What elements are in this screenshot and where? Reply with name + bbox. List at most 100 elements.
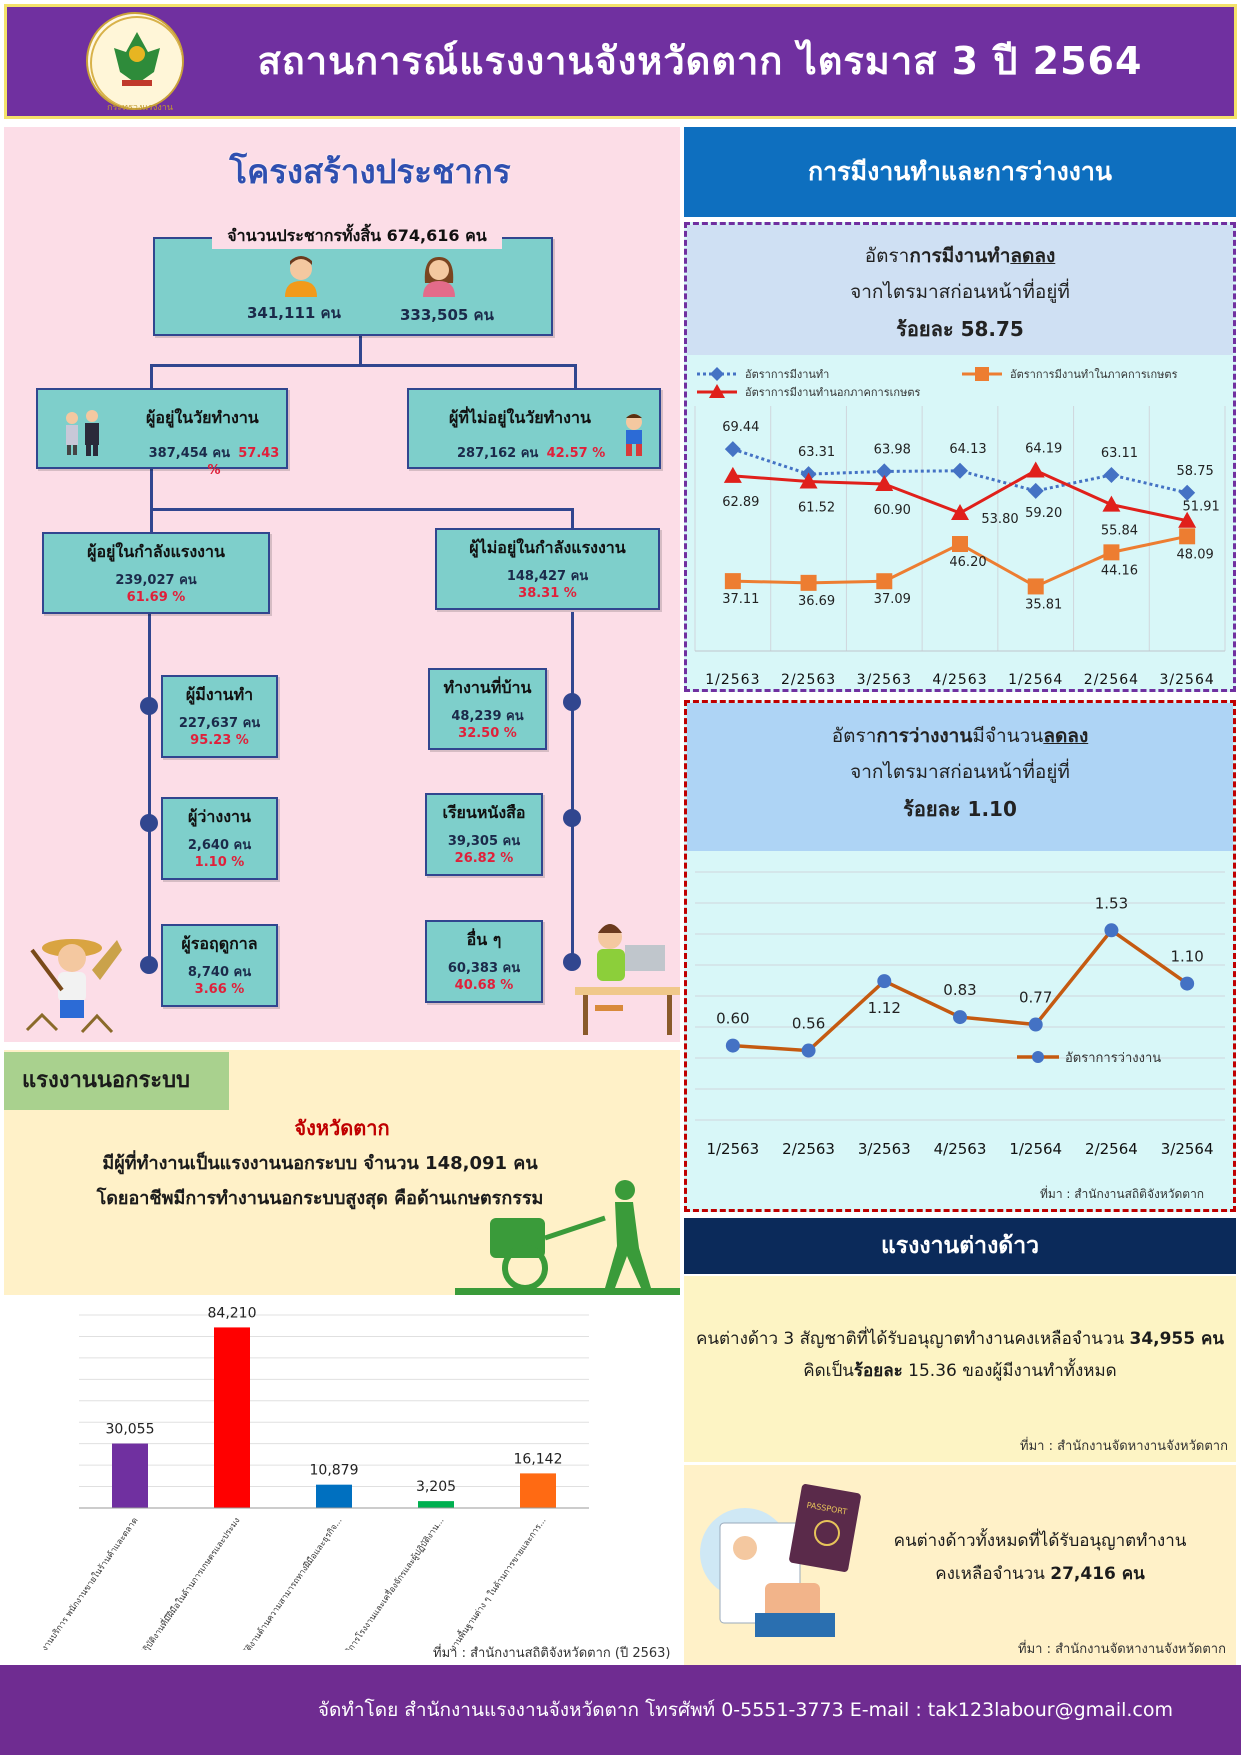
foreign-line4-pre: คงเหลือจำนวน bbox=[935, 1564, 1051, 1584]
data-label: 69.44 bbox=[722, 420, 759, 435]
informal-province: จังหวัดตาก bbox=[294, 1116, 390, 1140]
node-dot bbox=[140, 814, 158, 832]
legend-marker bbox=[1032, 1051, 1044, 1063]
page-title: สถานการณ์แรงงานจังหวัดตาก ไตรมาส 3 ปี 25… bbox=[257, 39, 1143, 83]
data-point bbox=[876, 573, 893, 590]
footer-bar: จัดทำโดย สำนักงานแรงงานจังหวัดตาก โทรศัพ… bbox=[0, 1665, 1241, 1755]
unemployment-rate-summary: อัตราการว่างงานมีจำนวนลดลง จากไตรมาสก่อน… bbox=[687, 703, 1233, 851]
data-label: 0.83 bbox=[943, 981, 976, 999]
data-point bbox=[953, 1010, 967, 1025]
data-point bbox=[724, 573, 741, 590]
x-tick-label: 3/2563 bbox=[858, 1140, 911, 1158]
data-label: 1.10 bbox=[1170, 948, 1203, 966]
x-tick-label: 2/2563 bbox=[781, 672, 836, 688]
working-age-pct: 57.43 % bbox=[207, 446, 280, 478]
category-label: อาชีพงานพื้นฐานต่าง ๆ ในด้านการขายและการ… bbox=[435, 1515, 549, 1650]
node-dot bbox=[563, 693, 581, 711]
non-working-age-box: ผู้ที่ไม่อยู่ในวัยทำงาน 287,162 คน 42.57… bbox=[407, 388, 661, 469]
connector bbox=[150, 468, 153, 510]
data-label: 1.53 bbox=[1095, 894, 1128, 912]
studying-label: เรียนหนังสือ bbox=[442, 803, 526, 822]
farmer-illustration bbox=[25, 939, 122, 1034]
data-point bbox=[723, 466, 742, 483]
housework-pct: 32.50 % bbox=[458, 726, 517, 741]
employed-value: 227,637 คน bbox=[178, 716, 261, 731]
informal-line2: โดยอาชีพมีการทำงานนอกระบบสูงสุด คือด้านเ… bbox=[96, 1188, 544, 1209]
emp-line2: จากไตรมาสก่อนหน้าที่อยู่ที่ bbox=[850, 281, 1070, 303]
others-label: อื่น ๆ bbox=[466, 930, 502, 949]
informal-bar-chart: 30,055 พนักงานบริการ พนักงานขายในร้านค้าแ… bbox=[30, 1305, 589, 1650]
non-working-age-label: ผู้ที่ไม่อยู่ในวัยทำงาน bbox=[449, 408, 591, 427]
x-tick-label: 2/2563 bbox=[782, 1140, 835, 1158]
child-icon bbox=[626, 414, 642, 456]
foreign-source-2: ที่มา : สำนักงานจัดหางานจังหวัดตาก bbox=[1018, 1642, 1226, 1657]
node-dot bbox=[140, 956, 158, 974]
emp-line1-pre: อัตรา bbox=[864, 245, 910, 267]
data-label: 51.91 bbox=[1183, 500, 1220, 515]
data-point bbox=[1027, 578, 1044, 595]
x-tick-label: 3/2563 bbox=[857, 672, 912, 688]
data-point bbox=[724, 441, 741, 458]
foreign-line3: คนต่างด้าวทั้งหมดที่ได้รับอนุญาตทำงาน bbox=[893, 1531, 1187, 1551]
employment-rate-summary: อัตราการมีงานทำลดลง จากไตรมาสก่อนหน้าที่… bbox=[687, 225, 1233, 355]
data-label: 48.09 bbox=[1177, 547, 1214, 562]
connector bbox=[150, 364, 153, 388]
connector bbox=[359, 335, 362, 365]
non-working-age-pct: 42.57 % bbox=[546, 446, 606, 461]
bar-value-label: 84,210 bbox=[208, 1305, 257, 1321]
x-tick-label: 1/2564 bbox=[1009, 1140, 1062, 1158]
data-point bbox=[799, 472, 818, 489]
unemployed-label: ผู้ว่างงาน bbox=[188, 807, 251, 826]
tractor-illustration bbox=[455, 1180, 680, 1302]
employment-section-header: การมีงานทำและการว่างงาน bbox=[684, 127, 1236, 217]
emp-line1-u: ลดลง bbox=[1010, 245, 1056, 267]
seasonal-value: 8,740 คน bbox=[187, 965, 252, 980]
category-label: พนักงานบริการ พนักงานขายในร้านค้าและตลาด bbox=[30, 1515, 141, 1650]
data-point bbox=[1104, 923, 1119, 938]
data-point bbox=[952, 462, 968, 479]
node-dot bbox=[563, 809, 581, 827]
unemp-line3: ร้อยละ 1.10 bbox=[903, 797, 1017, 821]
bar bbox=[520, 1473, 556, 1508]
category-label: ผู้ปฏิบัติงานที่มีฝีมือในด้านการเกษตรและ… bbox=[134, 1515, 243, 1650]
bar-value-label: 3,205 bbox=[416, 1479, 456, 1495]
data-label: 59.20 bbox=[1025, 506, 1062, 521]
data-point bbox=[1179, 484, 1196, 501]
data-label: 0.60 bbox=[716, 1010, 749, 1028]
data-point bbox=[710, 367, 724, 381]
others-pct: 40.68 % bbox=[454, 978, 514, 993]
data-label: 63.98 bbox=[874, 442, 911, 457]
bar bbox=[316, 1484, 352, 1508]
legend-label: อัตราการมีงานทำ bbox=[745, 368, 829, 381]
bar bbox=[214, 1327, 250, 1508]
total-population-box: 341,111 คน 333,505 คน bbox=[153, 237, 553, 336]
foreign-source-1: ที่มา : สำนักงานจัดหางานจังหวัดตาก bbox=[1020, 1439, 1228, 1454]
working-age-box: ผู้อยู่ในวัยทำงาน 387,454 คน 57.43 % bbox=[36, 388, 288, 478]
x-tick-label: 1/2564 bbox=[1008, 672, 1063, 688]
emp-line3: ร้อยละ 58.75 bbox=[896, 317, 1024, 341]
emp-line1-bold: การมีงานทำ bbox=[909, 245, 1011, 267]
data-point bbox=[800, 574, 817, 591]
studying-value: 39,305 คน bbox=[447, 834, 521, 849]
connector bbox=[150, 508, 573, 511]
category-label: ผู้ปฏิบัติการโรงงานและเครื่องจักรและผู้ป… bbox=[329, 1515, 446, 1650]
ministry-logo bbox=[86, 12, 184, 110]
data-label: 37.09 bbox=[874, 592, 911, 607]
unemp-line1-mid: มีจำนวน bbox=[972, 725, 1044, 747]
data-point bbox=[709, 384, 725, 398]
unemployed-box: ผู้ว่างงาน 2,640 คน 1.10 % bbox=[161, 797, 278, 880]
data-point bbox=[1180, 976, 1195, 991]
legend-label: อัตราการว่างงาน bbox=[1065, 1051, 1161, 1066]
bar-value-label: 10,879 bbox=[310, 1463, 359, 1479]
data-label: 60.90 bbox=[874, 503, 911, 518]
housework-value: 48,239 คน bbox=[451, 709, 524, 724]
data-point bbox=[1027, 482, 1044, 499]
data-label: 61.52 bbox=[798, 500, 835, 515]
male-count: 341,111 คน bbox=[247, 304, 341, 322]
business-people-icon bbox=[66, 410, 99, 456]
node-dot bbox=[140, 697, 158, 715]
unemployed-pct: 1.10 % bbox=[194, 855, 245, 870]
informal-source: ที่มา : สำนักงานสถิติจังหวัดตาก (ปี 2563… bbox=[433, 1646, 671, 1661]
employment-source: ที่มา : สำนักงานสถิติจังหวัดตาก bbox=[1040, 1187, 1205, 1201]
data-point bbox=[952, 536, 968, 553]
